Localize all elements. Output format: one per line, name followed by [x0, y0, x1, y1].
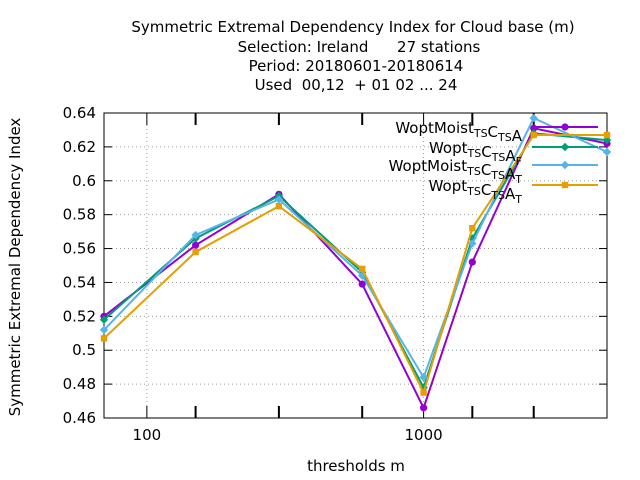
- legend-entry-4: WoptTSCTSAT: [429, 177, 598, 206]
- series-3: [99, 113, 612, 382]
- data-point: [419, 404, 428, 412]
- legend-label: WoptTSCTSAT: [429, 177, 523, 206]
- chart-title-line-1: Symmetric Extremal Dependency Index for …: [131, 18, 574, 36]
- legend-label-part: WoptMoist: [395, 119, 474, 137]
- legend-label-subscript: T: [514, 193, 522, 206]
- data-point: [602, 147, 612, 157]
- y-tick-label: 0.52: [63, 307, 96, 325]
- legend-label-part: C: [481, 143, 491, 161]
- legend-label-subscript: TS: [490, 169, 505, 182]
- y-tick-label: 0.64: [63, 104, 96, 122]
- y-axis-label: Symmetric Extremal Dependency Index: [6, 118, 24, 417]
- x-tick-label: 1000: [405, 426, 443, 444]
- legend-label-part: WoptMoist: [389, 157, 468, 175]
- series-1: [100, 124, 611, 412]
- data-point: [530, 131, 537, 139]
- data-point: [275, 202, 283, 210]
- y-tick-label: 0.56: [63, 240, 96, 258]
- chart-title-line-4: Used 00,12 + 01 02 ... 24: [255, 76, 458, 94]
- legend: WoptMoistTSCTSAWoptTSCTSAFWoptMoistTSCTS…: [389, 119, 598, 206]
- data-point: [529, 113, 538, 123]
- legend-label-part: A: [505, 165, 516, 183]
- data-point: [191, 241, 200, 249]
- data-point: [603, 131, 611, 139]
- y-tick-label: 0.62: [63, 138, 96, 156]
- series-layer: [99, 113, 612, 412]
- data-point: [192, 248, 199, 256]
- data-point: [420, 389, 427, 396]
- y-tick-label: 0.58: [63, 206, 96, 224]
- series-line: [103, 116, 608, 380]
- legend-entry-3: WoptMoistTSCTSAT: [389, 157, 598, 186]
- chart-title-line-3: Period: 20180601-20180614: [249, 57, 464, 75]
- y-tick-label: 0.6: [72, 172, 96, 190]
- series-line: [103, 134, 607, 396]
- series-4: [100, 131, 611, 396]
- data-point: [100, 335, 108, 342]
- legend-label-subscript: TS: [466, 165, 481, 178]
- plot-frame: [103, 112, 608, 419]
- data-point: [419, 373, 428, 382]
- legend-label-part: A: [505, 147, 516, 165]
- y-tick-label: 0.48: [63, 375, 96, 393]
- legend-label-part: A: [512, 127, 523, 145]
- y-tick-label: 0.5: [72, 341, 96, 359]
- legend-label-subscript: TS: [497, 131, 512, 144]
- data-point: [468, 258, 476, 266]
- legend-label-subscript: TS: [467, 147, 482, 160]
- legend-entry-1: WoptMoistTSCTSA: [395, 119, 598, 145]
- legend-label-part: A: [505, 185, 516, 203]
- grid: [104, 113, 607, 418]
- series-line: [103, 132, 608, 391]
- legend-swatch-marker: [560, 142, 570, 152]
- legend-label-subscript: TS: [466, 185, 481, 198]
- data-point: [99, 325, 109, 335]
- data-point: [274, 195, 284, 204]
- y-tick-label: 0.46: [63, 409, 96, 427]
- data-point: [358, 280, 366, 288]
- legend-label-part: C: [481, 181, 491, 199]
- data-point: [99, 315, 109, 324]
- data-point: [468, 239, 477, 248]
- axes: 0.46 0.48 0.5 0.52 0.54 0.56 0.58 0.6 0.62 0.64 10…: [63, 104, 608, 444]
- data-point: [469, 225, 476, 232]
- legend-swatch-marker: [561, 123, 569, 131]
- legend-entry-2: WoptTSCTSAF: [429, 139, 598, 168]
- legend-label-subscript: TS: [490, 189, 505, 202]
- legend-label-subscript: TS: [491, 151, 506, 164]
- legend-label: WoptTSCTSAF: [429, 139, 522, 168]
- legend-label: WoptMoistTSCTSA: [395, 119, 522, 145]
- data-point: [359, 265, 366, 273]
- legend-label: WoptMoistTSCTSAT: [389, 157, 523, 186]
- legend-label-part: C: [481, 161, 491, 179]
- legend-label-part: Wopt: [429, 177, 468, 195]
- legend-label-part: C: [488, 123, 498, 141]
- legend-label-subscript: F: [516, 155, 522, 168]
- legend-swatch-marker: [561, 181, 569, 189]
- legend-label-subscript: TS: [473, 127, 488, 140]
- y-tick-label: 0.54: [63, 273, 96, 291]
- legend-label-subscript: T: [514, 173, 522, 186]
- legend-swatch-marker: [560, 160, 570, 170]
- x-axis-label: thresholds m: [307, 457, 405, 475]
- legend-label-part: Wopt: [429, 139, 468, 157]
- data-point: [191, 230, 200, 240]
- x-tick-label: 100: [133, 426, 162, 444]
- chart-title: Symmetric Extremal Dependency Index for …: [131, 18, 574, 94]
- chart-title-line-2: Selection: Ireland 27 stations: [238, 38, 481, 56]
